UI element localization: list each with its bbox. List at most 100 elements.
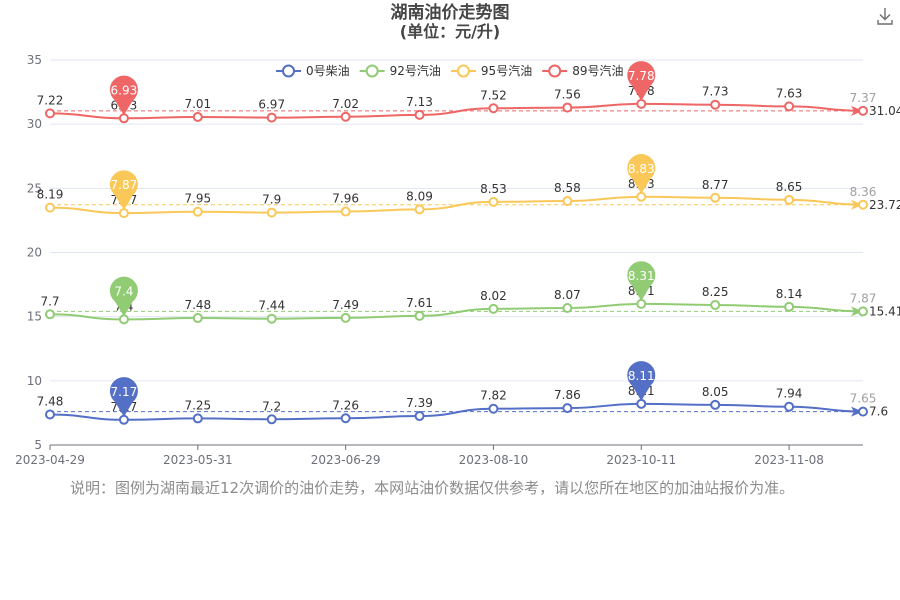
- data-point: [414, 411, 425, 422]
- data-label: 7.63: [776, 86, 803, 100]
- legend-item-2: 95号汽油: [450, 63, 532, 78]
- data-point: [340, 111, 351, 122]
- data-point: [784, 101, 795, 112]
- data-label: 8.25: [702, 285, 729, 299]
- legend-label: 89号汽油: [572, 63, 623, 78]
- data-label: 7.44: [258, 299, 285, 313]
- data-label: 7.96: [332, 192, 359, 206]
- data-point: [118, 414, 129, 425]
- series-2: 23.72 8.19 7.87 7.95 7.9 7.96 8.09 8.53 8.58 8.83…: [37, 154, 900, 219]
- data-point: [192, 206, 203, 217]
- data-label: 7.65: [850, 392, 877, 406]
- data-point: [562, 102, 573, 113]
- data-point: [414, 310, 425, 321]
- legend-label: 95号汽油: [481, 63, 532, 78]
- data-point: [118, 208, 129, 219]
- y-tick-label: 35: [27, 53, 42, 67]
- y-tick-label: 25: [27, 181, 42, 195]
- data-point: [562, 303, 573, 314]
- data-point: [414, 204, 425, 215]
- extremum-pin: [109, 276, 138, 317]
- legend-symbol: [548, 64, 562, 78]
- extremum-pin: [627, 261, 656, 301]
- data-point: [192, 313, 203, 324]
- y-tick-label: 10: [27, 374, 42, 388]
- data-point: [118, 314, 129, 325]
- data-label: 8.09: [406, 189, 433, 203]
- data-label: 8.19: [37, 188, 64, 202]
- data-point: [858, 199, 868, 210]
- x-tick-label: 2023-04-29: [15, 453, 85, 467]
- series-line: [49, 195, 864, 215]
- markline-label: 23.72: [869, 198, 900, 212]
- extremum-label: 7.4: [114, 284, 133, 298]
- data-label: 6.97: [258, 98, 285, 112]
- data-label: 7.86: [554, 388, 581, 402]
- legend-item-1: 92号汽油: [359, 63, 441, 78]
- data-label: 7.94: [776, 387, 803, 401]
- chart-title: 湖南油价走势图: [390, 3, 510, 23]
- data-point: [784, 194, 795, 205]
- data-point: [636, 298, 647, 309]
- data-label: 7.37: [850, 91, 877, 105]
- data-point: [340, 312, 351, 323]
- markline-label: 31.04: [869, 104, 900, 118]
- series-3: 31.04 7.22 6.93 7.01 6.97 7.02 7.13 7.52 7.56 7.7…: [37, 61, 900, 124]
- extremum-label: 7.87: [111, 178, 138, 192]
- data-label: 8.14: [776, 287, 803, 301]
- chart-note: 说明：图例为湖南最近12次调价的油价走势，本网站油价数据仅供参考，请以您所在地区…: [70, 479, 795, 497]
- extremum-pin: [627, 154, 656, 194]
- data-label: 7.61: [406, 296, 433, 310]
- data-label: 8.58: [554, 181, 581, 195]
- data-point: [340, 413, 351, 424]
- data-point: [45, 202, 55, 213]
- data-point: [266, 207, 277, 218]
- data-label: 7.7: [40, 294, 59, 308]
- data-point: [266, 313, 277, 324]
- y-tick-label: 30: [27, 117, 42, 131]
- data-label: 8.36: [850, 185, 877, 199]
- data-label: 7.26: [332, 398, 359, 412]
- extremum-label: 8.11: [628, 369, 655, 383]
- chart-subtitle: (单位：元/升): [399, 22, 501, 41]
- legend-symbol: [282, 64, 295, 78]
- extremum-pin: [109, 75, 138, 116]
- data-point: [488, 303, 499, 314]
- data-point: [710, 192, 721, 203]
- extremum-pin: [109, 170, 138, 211]
- data-point: [636, 191, 647, 202]
- data-label: 7.95: [184, 192, 211, 206]
- data-label: 8.65: [776, 180, 803, 194]
- data-point: [710, 99, 721, 110]
- data-point: [414, 109, 425, 120]
- data-point: [562, 196, 573, 207]
- data-label: 7.48: [184, 298, 211, 312]
- data-point: [710, 299, 721, 310]
- data-label: 7.39: [406, 396, 433, 410]
- markline-label: 15.41: [869, 304, 900, 318]
- legend-item-0: 0号柴油: [276, 64, 350, 78]
- data-label: 8.53: [480, 182, 507, 196]
- data-label: 7.13: [406, 95, 433, 109]
- series-line: [49, 402, 864, 421]
- data-label: 7.9: [262, 193, 281, 207]
- extremum-label: 8.83: [628, 162, 655, 176]
- data-label: 7.01: [184, 97, 211, 111]
- legend-item-3: 89号汽油: [542, 63, 623, 78]
- data-point: [858, 406, 868, 417]
- data-label: 8.77: [702, 178, 729, 192]
- legend-label: 0号柴油: [306, 64, 350, 78]
- data-label: 7.48: [37, 395, 64, 409]
- download-icon[interactable]: [874, 5, 896, 27]
- data-point: [784, 401, 795, 412]
- extremum-pin: [627, 61, 656, 101]
- data-label: 7.25: [184, 398, 211, 412]
- data-point: [636, 398, 647, 409]
- data-label: 8.05: [702, 385, 729, 399]
- data-label: 7.87: [850, 291, 877, 305]
- x-tick-label: 2023-11-08: [754, 453, 824, 467]
- data-point: [192, 413, 203, 424]
- legend-symbol: [365, 64, 379, 78]
- extremum-label: 7.17: [111, 385, 138, 399]
